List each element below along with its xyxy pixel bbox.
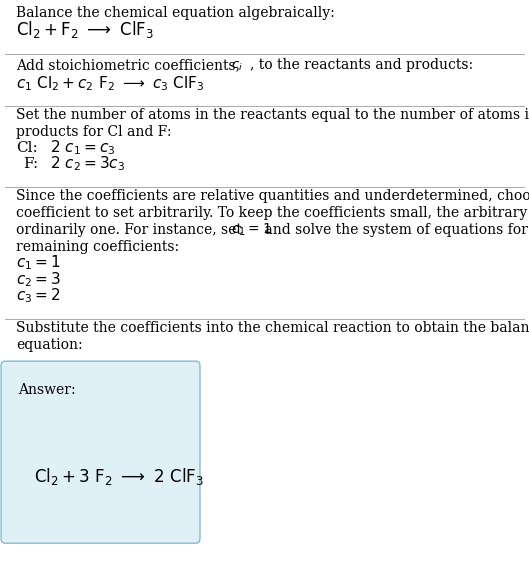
Text: $\mathit{c}_1 = 1$: $\mathit{c}_1 = 1$ — [231, 222, 272, 238]
Text: $\mathit{c}_{\mathit{i}}$: $\mathit{c}_{\mathit{i}}$ — [231, 60, 242, 73]
Text: ordinarily one. For instance, set: ordinarily one. For instance, set — [16, 223, 246, 236]
Text: and solve the system of equations for the: and solve the system of equations for th… — [260, 223, 529, 236]
Text: Add stoichiometric coefficients,: Add stoichiometric coefficients, — [16, 58, 244, 72]
Text: remaining coefficients:: remaining coefficients: — [16, 240, 179, 253]
Text: products for Cl and F:: products for Cl and F: — [16, 125, 171, 139]
Text: $\mathit{c}_3 = 2$: $\mathit{c}_3 = 2$ — [16, 286, 60, 305]
Text: Answer:: Answer: — [19, 383, 76, 397]
Text: Since the coefficients are relative quantities and underdetermined, choose a: Since the coefficients are relative quan… — [16, 189, 529, 202]
Text: $\mathit{c}_1 \ \mathrm{Cl_2} + \mathit{c}_2 \ \mathrm{F_2} \ {\longrightarrow} : $\mathit{c}_1 \ \mathrm{Cl_2} + \mathit{… — [16, 74, 204, 92]
Text: F:: F: — [23, 158, 39, 171]
Text: $\mathit{c}_2 = 3$: $\mathit{c}_2 = 3$ — [16, 270, 61, 289]
Text: Balance the chemical equation algebraically:: Balance the chemical equation algebraica… — [16, 6, 335, 20]
Text: coefficient to set arbitrarily. To keep the coefficients small, the arbitrary va: coefficient to set arbitrarily. To keep … — [16, 206, 529, 219]
Text: $2 \ \mathit{c}_2 = 3 \mathit{c}_3$: $2 \ \mathit{c}_2 = 3 \mathit{c}_3$ — [50, 154, 125, 173]
Text: , to the reactants and products:: , to the reactants and products: — [250, 58, 473, 72]
FancyBboxPatch shape — [1, 361, 200, 543]
Text: Cl:: Cl: — [16, 141, 38, 155]
Text: $2 \ \mathit{c}_1 = \mathit{c}_3$: $2 \ \mathit{c}_1 = \mathit{c}_3$ — [50, 138, 115, 156]
Text: Substitute the coefficients into the chemical reaction to obtain the balanced: Substitute the coefficients into the che… — [16, 321, 529, 335]
Text: $\mathrm{Cl_2 + 3 \ F_2 \ {\longrightarrow} \ 2 \ ClF_3}$: $\mathrm{Cl_2 + 3 \ F_2 \ {\longrightarr… — [34, 466, 204, 487]
Text: equation:: equation: — [16, 338, 83, 352]
Text: Set the number of atoms in the reactants equal to the number of atoms in the: Set the number of atoms in the reactants… — [16, 108, 529, 122]
Text: $\mathit{c}_1 = 1$: $\mathit{c}_1 = 1$ — [16, 253, 60, 272]
Text: $\mathrm{Cl_2 + F_2 \ {\longrightarrow} \ ClF_3}$: $\mathrm{Cl_2 + F_2 \ {\longrightarrow} … — [16, 19, 154, 40]
